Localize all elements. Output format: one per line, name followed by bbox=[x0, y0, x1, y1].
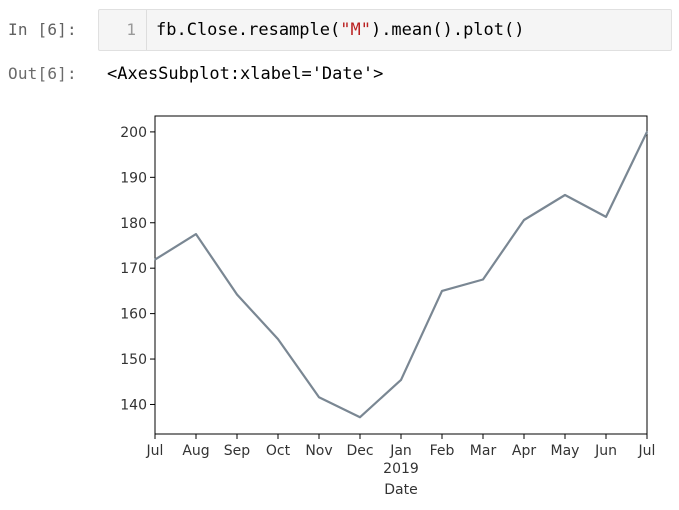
data-point bbox=[564, 194, 566, 196]
x-tick-label: Apr bbox=[512, 443, 536, 459]
code-line[interactable]: fb.Close.resample("M").mean().plot() bbox=[156, 10, 524, 50]
data-point bbox=[400, 379, 402, 381]
y-tick-label: 200 bbox=[120, 125, 147, 141]
x-tick-label: Mar bbox=[470, 443, 497, 459]
data-point bbox=[154, 258, 156, 261]
code-text-before: fb.Close.resample( bbox=[156, 20, 341, 40]
y-tick-label: 150 bbox=[120, 352, 147, 368]
y-tick-label: 180 bbox=[120, 216, 147, 232]
data-point bbox=[236, 293, 238, 296]
y-tick-label: 170 bbox=[120, 261, 147, 277]
data-point bbox=[605, 216, 607, 218]
output-prompt: Out[6]: bbox=[8, 64, 77, 83]
plot-axes-frame bbox=[154, 115, 648, 435]
x-year-label: 2019 bbox=[383, 461, 419, 477]
x-tick-label: Jul bbox=[146, 443, 164, 459]
data-point bbox=[523, 219, 525, 221]
x-tick-label: Jan bbox=[389, 443, 412, 459]
line-plot: 140 150 160 170 180 190 200 Jul Aug Sep Oct Nov Dec J… bbox=[98, 104, 668, 508]
data-point bbox=[359, 416, 361, 418]
x-tick-label: Feb bbox=[430, 443, 455, 459]
data-point bbox=[646, 131, 648, 133]
y-tick-label: 190 bbox=[120, 170, 147, 186]
x-tick-label: Sep bbox=[224, 443, 251, 459]
series-line bbox=[154, 131, 648, 419]
output-text: <AxesSubplot:xlabel='Date'> bbox=[107, 64, 384, 84]
line-number: 1 bbox=[99, 10, 147, 50]
x-tick-label: Jun bbox=[594, 443, 617, 459]
y-tick-label: 160 bbox=[120, 307, 147, 323]
code-string-literal: "M" bbox=[340, 20, 371, 40]
data-point bbox=[482, 278, 484, 281]
x-tick-label: Oct bbox=[266, 443, 291, 459]
data-point bbox=[195, 233, 197, 235]
x-tick-label: Aug bbox=[182, 443, 209, 459]
data-point bbox=[318, 396, 320, 399]
code-text-after: ).mean().plot() bbox=[370, 20, 525, 40]
input-prompt: In [6]: bbox=[8, 20, 77, 39]
x-tick-label: May bbox=[551, 443, 580, 459]
data-point bbox=[441, 290, 443, 292]
x-tick-label: Jul bbox=[638, 443, 656, 459]
x-axis-label: Date bbox=[384, 482, 417, 498]
code-input-area[interactable]: 1 fb.Close.resample("M").mean().plot() bbox=[98, 9, 672, 51]
x-tick-label: Dec bbox=[346, 443, 373, 459]
x-tick-label: Nov bbox=[305, 443, 332, 459]
y-tick-label: 140 bbox=[120, 397, 147, 413]
line-chart-svg: 140 150 160 170 180 190 200 Jul Aug Sep Oct Nov Dec J… bbox=[120, 115, 656, 498]
data-point bbox=[277, 338, 279, 340]
